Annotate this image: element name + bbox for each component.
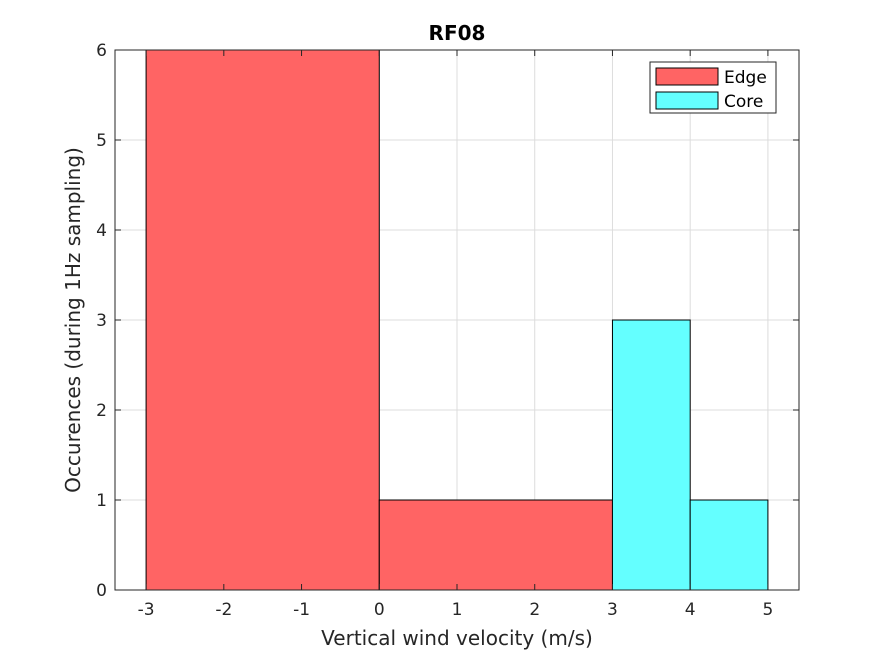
- y-tick-label: 6: [96, 41, 107, 61]
- x-tick-label: 0: [374, 600, 385, 620]
- legend-swatch-edge: [655, 67, 719, 86]
- y-tick-label: 0: [96, 581, 107, 601]
- legend-label-edge: Edge: [724, 68, 767, 88]
- y-tick-label: 1: [96, 491, 107, 511]
- x-tick-labels: -3 -2 -1 0 1 2 3 4 5: [138, 600, 774, 620]
- x-tick-label: 3: [607, 600, 618, 620]
- legend-label-core: Core: [724, 92, 763, 112]
- legend-swatch-core: [655, 91, 719, 110]
- bar-core: [611, 319, 691, 591]
- y-tick-label: 5: [96, 131, 107, 151]
- x-tick-label: 2: [529, 600, 540, 620]
- axis-ticks: [115, 49, 799, 591]
- x-tick-label: 5: [762, 600, 773, 620]
- x-tick-label: 1: [452, 600, 463, 620]
- x-tick-label: -3: [138, 600, 155, 620]
- x-tick-label: 4: [685, 600, 696, 620]
- bar-edge: [145, 49, 380, 591]
- y-tick-label: 4: [96, 221, 107, 241]
- y-tick-label: 2: [96, 401, 107, 421]
- x-tick-label: -2: [215, 600, 232, 620]
- y-tick-labels: 0 1 2 3 4 5 6: [96, 41, 107, 601]
- y-tick-label: 3: [96, 311, 107, 331]
- bar-edge: [378, 499, 613, 591]
- legend: Edge Core: [649, 61, 777, 114]
- histogram-bars: [145, 49, 769, 591]
- chart-title: RF08: [429, 21, 486, 45]
- x-tick-label: -1: [293, 600, 310, 620]
- x-axis-label: Vertical wind velocity (m/s): [321, 626, 593, 650]
- bar-core: [689, 499, 769, 591]
- y-axis-label: Occurences (during 1Hz sampling): [61, 147, 85, 493]
